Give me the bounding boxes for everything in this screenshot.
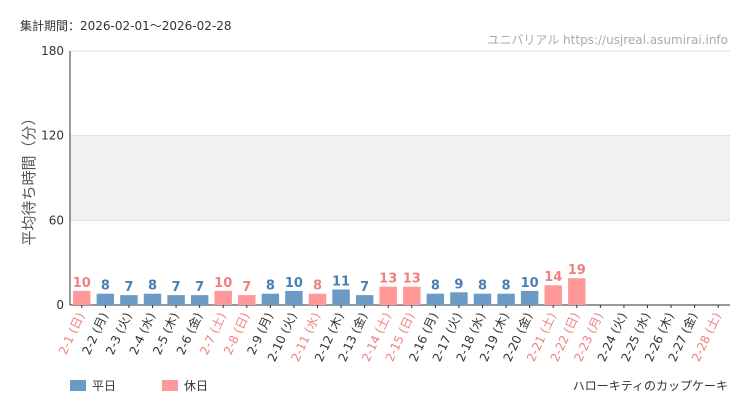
bar [120, 295, 138, 305]
value-label: 14 [544, 270, 562, 285]
value-label: 13 [403, 272, 421, 287]
value-label: 8 [101, 279, 110, 294]
bar [190, 295, 209, 305]
legend-swatch-holiday [162, 380, 178, 391]
bar [308, 293, 327, 305]
bar [450, 292, 468, 305]
value-label: 11 [332, 274, 350, 289]
legend-label-weekday: 平日 [92, 379, 116, 393]
value-label: 8 [148, 279, 157, 294]
bar [473, 293, 492, 305]
legend: 平日 休日 [70, 379, 208, 393]
y-tick-label: 120 [41, 129, 64, 143]
y-tick-label: 0 [56, 298, 64, 312]
bar [403, 286, 421, 305]
bar [261, 293, 280, 305]
range-band [70, 135, 730, 221]
value-label: 7 [195, 280, 204, 295]
bar [379, 286, 397, 305]
value-label: 10 [73, 276, 91, 291]
bar [73, 290, 91, 305]
y-tick-label: 60 [49, 213, 64, 227]
bar [96, 293, 115, 305]
value-label: 8 [313, 279, 322, 294]
legend-swatch-weekday [70, 380, 86, 391]
bar [143, 293, 162, 305]
bar [520, 290, 539, 305]
legend-label-holiday: 休日 [184, 379, 208, 393]
value-label: 8 [502, 279, 511, 294]
chart-caption: ハローキティのカップケーキ [573, 379, 728, 393]
value-label: 10 [521, 276, 539, 291]
period-label: 集計期間：2026-02-01〜2026-02-28 [20, 18, 231, 33]
value-label: 7 [124, 280, 133, 295]
bar [544, 285, 562, 305]
bar [167, 295, 185, 305]
value-label: 8 [266, 279, 275, 294]
bar [285, 290, 303, 305]
value-label: 10 [214, 276, 232, 291]
y-tick-label: 180 [41, 44, 64, 58]
value-label: 13 [379, 272, 397, 287]
bar [332, 289, 350, 305]
bar [238, 295, 256, 305]
bar [497, 293, 515, 305]
value-label: 10 [285, 276, 303, 291]
y-axis-label: 平均待ち時間（分） [20, 110, 38, 245]
value-label: 8 [431, 279, 440, 294]
value-label: 9 [454, 277, 463, 292]
bar [214, 290, 232, 305]
bar [426, 293, 445, 305]
value-label: 19 [568, 263, 586, 278]
bar [355, 295, 374, 305]
site-label: ユニバリアル https://usjreal.asumirai.info [487, 33, 728, 47]
value-label: 7 [360, 280, 369, 295]
bar [568, 278, 586, 305]
value-label: 8 [478, 279, 487, 294]
value-label: 7 [242, 280, 251, 295]
value-label: 7 [172, 280, 181, 295]
